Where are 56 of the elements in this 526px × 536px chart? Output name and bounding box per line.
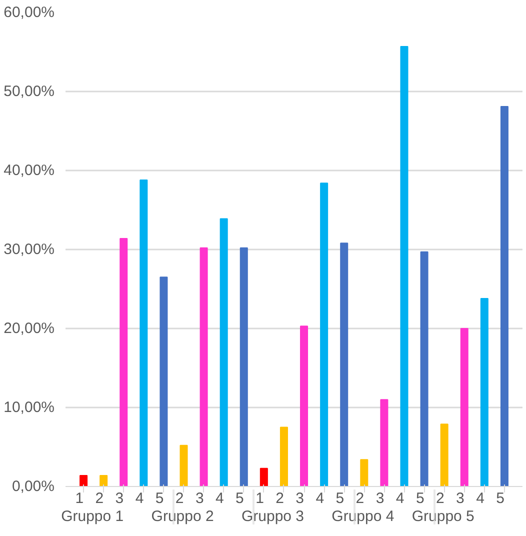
x-tick-label: 5: [155, 490, 164, 507]
x-tick-label: 5: [416, 490, 424, 507]
x-tick-label: 3: [195, 490, 204, 507]
bar: [420, 251, 428, 486]
bar: [160, 276, 168, 486]
bar: [340, 242, 348, 486]
x-tick-label: 5: [336, 490, 344, 507]
text: Gruppo 4: [332, 508, 394, 525]
bar: [140, 179, 148, 486]
y-tick-label: 20,00%: [4, 320, 54, 337]
y-tick-label: 30,00%: [4, 241, 54, 258]
x-tick-label: 3: [376, 490, 384, 507]
x-tick-label: 3: [456, 490, 464, 507]
bar: [400, 46, 408, 486]
x-tick-label: 2: [175, 490, 184, 507]
x-tick-label: 4: [316, 490, 324, 507]
x-tick-label: 3: [115, 490, 124, 507]
bar: [120, 238, 128, 486]
bar: [480, 298, 488, 486]
bar: [280, 426, 288, 486]
y-tick-label: 60,00%: [4, 4, 54, 21]
x-tick-label: 1: [75, 490, 84, 507]
text: Gruppo 5: [412, 508, 474, 525]
x-tick-label: 4: [476, 490, 484, 507]
y-tick-label: 50,00%: [4, 83, 54, 100]
x-tick-label: 2: [356, 490, 364, 507]
text: Gruppo 3: [241, 508, 304, 525]
bar: [220, 218, 228, 486]
x-tick-label: 2: [95, 490, 104, 507]
bar: [260, 468, 268, 486]
y-tick-label: 40,00%: [4, 162, 54, 179]
text: Gruppo 2: [151, 508, 214, 525]
bar: [80, 474, 88, 486]
bar: [100, 474, 108, 486]
bar: [500, 106, 508, 486]
x-tick-label: 4: [216, 490, 224, 507]
bar: [300, 326, 308, 486]
x-tick-label: 3: [296, 490, 304, 507]
x-tick-label: 5: [236, 490, 244, 507]
bar: [240, 247, 248, 486]
y-tick-label: 10,00%: [4, 399, 54, 416]
bar: [200, 247, 208, 486]
bar: [320, 182, 328, 486]
text: Gruppo 1: [61, 508, 124, 525]
x-tick-label: 1: [256, 490, 264, 507]
x-tick-label: 4: [396, 490, 404, 507]
bar: [380, 399, 388, 486]
bar: [360, 459, 368, 486]
x-tick-label: 5: [496, 490, 504, 507]
bar: [460, 328, 468, 486]
y-tick-label: 0,00%: [12, 478, 55, 495]
bar: [180, 444, 188, 486]
x-tick-label: 4: [135, 490, 144, 507]
x-tick-label: 2: [436, 490, 444, 507]
bar: [440, 424, 448, 486]
x-tick-label: 2: [276, 490, 284, 507]
